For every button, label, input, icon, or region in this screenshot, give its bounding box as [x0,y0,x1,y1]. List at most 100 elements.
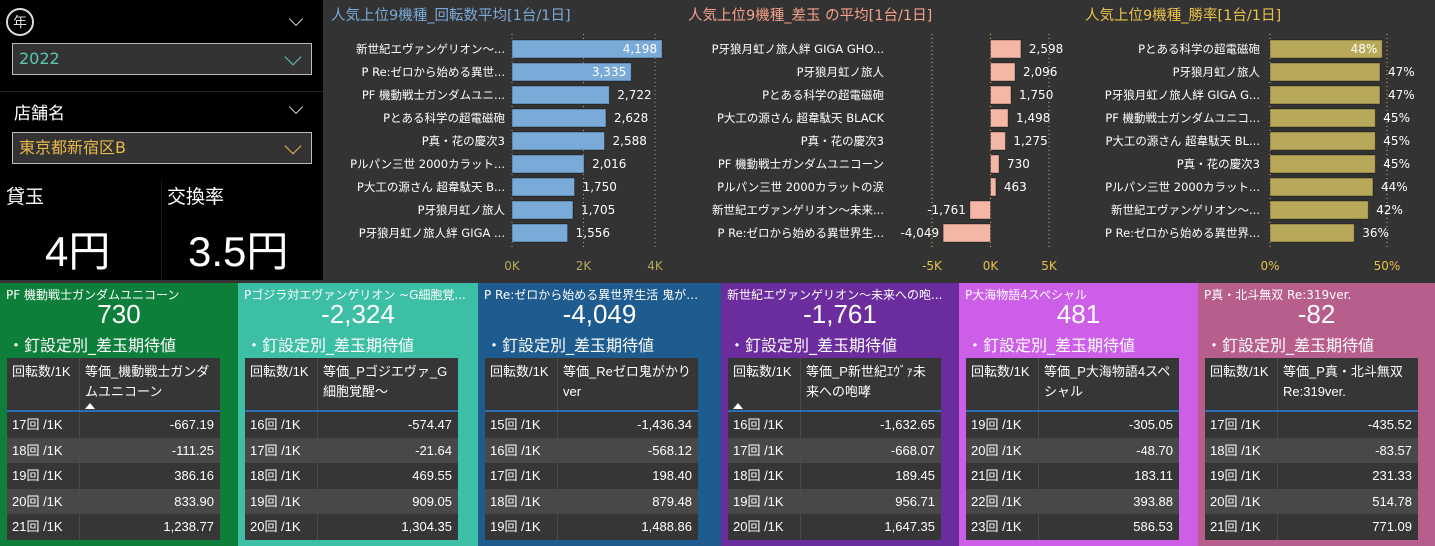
table-row[interactable]: 21回 /1K 1,238.77 [7,514,220,540]
chevron-down-icon[interactable] [288,99,304,115]
expected-value-cell: -574.47 [407,417,452,432]
table-row[interactable]: 19回 /1K 231.33 [1205,463,1418,489]
table-row[interactable]: 16回 /1K -568.12 [485,437,698,463]
bar[interactable] [1269,39,1383,59]
column-header-value[interactable]: 等価_P新世紀ｴｳﾞｧ未来への咆哮 [806,364,926,399]
table-row[interactable]: 16回 /1K -574.47 [245,412,458,438]
category-label: 新世紀エヴァンゲリオン～... [356,42,505,56]
column-header-spin[interactable]: 回転数/1K [1205,358,1278,410]
category-label: PF 機動戦士ガンダムユニコーン [718,157,884,171]
table-row[interactable]: 19回 /1K 1,488.86 [485,514,698,540]
bar[interactable] [990,108,1009,128]
category-label: P Re:ゼロから始める異世... [362,65,505,79]
sort-ascending-icon[interactable] [85,403,95,409]
bar[interactable] [1269,108,1376,128]
bar[interactable] [1269,200,1369,220]
spin-rate-cell: 23回 /1K [966,514,1039,540]
table-row[interactable]: 19回 /1K -305.05 [966,412,1179,438]
table-row[interactable]: 20回 /1K 1,304.35 [245,514,458,540]
bar[interactable] [511,200,574,220]
year-dropdown[interactable]: 2022 [12,43,312,75]
table-row[interactable]: 18回 /1K -111.25 [7,437,220,463]
data-label: 1,750 [583,180,617,194]
panel-value: -1,761 [803,299,877,329]
spin-rate-cell: 16回 /1K [245,412,318,438]
table-row[interactable]: 21回 /1K 183.11 [966,463,1179,489]
table-row[interactable]: 17回 /1K -668.07 [728,437,941,463]
table-row[interactable]: 20回 /1K 514.78 [1205,488,1418,514]
back-arrow-icon[interactable]: 年 [6,8,34,36]
table-row[interactable]: 19回 /1K 909.05 [245,488,458,514]
column-header-spin[interactable]: 回転数/1K [7,358,80,410]
table-row[interactable]: 17回 /1K -435.52 [1205,412,1418,438]
bar[interactable] [1269,223,1355,243]
table-row[interactable]: 23回 /1K 586.53 [966,514,1179,540]
table-row[interactable]: 19回 /1K 956.71 [728,488,941,514]
expected-value-table: 回転数/1K 等価_P大海物語4スペシャル 19回 /1K -305.05 20… [966,358,1179,540]
table-row[interactable]: 18回 /1K 879.48 [485,488,698,514]
column-header-value[interactable]: 等価_機動戦士ガンダムユニコーン [85,364,210,399]
column-header-value[interactable]: 等価_Reゼロ鬼がかりver [563,364,691,399]
column-header-value[interactable]: 等価_Pゴジエヴァ_G細胞覚醒～ [323,364,448,399]
expected-value-cell: -305.05 [1128,417,1173,432]
bar[interactable] [511,154,585,174]
table-row[interactable]: 17回 /1K 198.40 [485,463,698,489]
column-header-spin[interactable]: 回転数/1K [245,358,318,410]
panel-value: -2,324 [321,299,395,329]
bar[interactable] [990,131,1006,151]
column-header-spin[interactable]: 回転数/1K [966,358,1039,410]
bar[interactable] [511,39,663,59]
column-header-value[interactable]: 等価_P真・北斗無双 Re:319ver. [1283,364,1403,399]
bar[interactable] [1269,85,1381,105]
table-row[interactable]: 22回 /1K 393.88 [966,488,1179,514]
bar[interactable] [990,177,997,197]
bar[interactable] [990,154,1000,174]
table-row[interactable]: 18回 /1K 469.55 [245,463,458,489]
expected-value-cell: 879.48 [652,493,692,509]
machine-panel: 新世紀エヴァンゲリオン～未来への咆... -1,761 ・釘設定別_差玉期待値 … [721,283,959,546]
category-label: P大工の源さん 超韋駄天 BL... [1105,134,1260,148]
bar[interactable] [511,62,632,82]
x-tick-label: -5K [922,259,943,273]
column-header-spin[interactable]: 回転数/1K [728,358,801,410]
bar[interactable] [942,223,992,243]
bar[interactable] [1269,131,1376,151]
bar[interactable] [1269,62,1381,82]
table-row[interactable]: 20回 /1K 833.90 [7,488,220,514]
table-row[interactable]: 18回 /1K -83.57 [1205,437,1418,463]
bar[interactable] [511,177,576,197]
table-row[interactable]: 16回 /1K -1,632.65 [728,412,941,438]
bar[interactable] [990,62,1016,82]
table-row[interactable]: 17回 /1K -667.19 [7,412,220,438]
table-row[interactable]: 21回 /1K 771.09 [1205,514,1418,540]
table-row[interactable]: 15回 /1K -1,436.34 [485,412,698,438]
table-row[interactable]: 20回 /1K -48.70 [966,437,1179,463]
table-row[interactable]: 17回 /1K -21.64 [245,437,458,463]
store-dropdown[interactable]: 東京都新宿区B [12,132,312,164]
expected-value-cell: 189.45 [895,468,935,483]
table-row[interactable]: 18回 /1K 189.45 [728,463,941,489]
column-header-spin[interactable]: 回転数/1K [485,358,558,410]
table-row[interactable]: 19回 /1K 386.16 [7,463,220,489]
spin-rate-cell: 15回 /1K [485,412,558,438]
bar[interactable] [511,85,610,105]
table-header: 回転数/1K 等価_Reゼロ鬼がかりver [485,358,698,412]
bar[interactable] [511,108,607,128]
expected-value-cell: -667.19 [169,417,214,432]
bar[interactable] [511,223,569,243]
bar[interactable] [1269,154,1376,174]
bar[interactable] [990,39,1022,59]
spin-rate-cell: 21回 /1K [7,514,80,540]
bar[interactable] [511,131,606,151]
sort-ascending-icon[interactable] [733,403,743,409]
bar[interactable] [969,200,992,220]
column-header-value[interactable]: 等価_P大海物語4スペシャル [1044,364,1171,399]
chevron-down-icon[interactable] [288,11,304,27]
spin-rate-cell: 19回 /1K [728,488,801,514]
chevron-down-icon [284,48,302,66]
bar[interactable] [990,85,1012,105]
table-row[interactable]: 20回 /1K 1,647.35 [728,514,941,540]
bar[interactable] [1269,177,1374,197]
data-label: 1,498 [1016,111,1050,125]
back-icon-glyph: 年 [13,15,27,31]
